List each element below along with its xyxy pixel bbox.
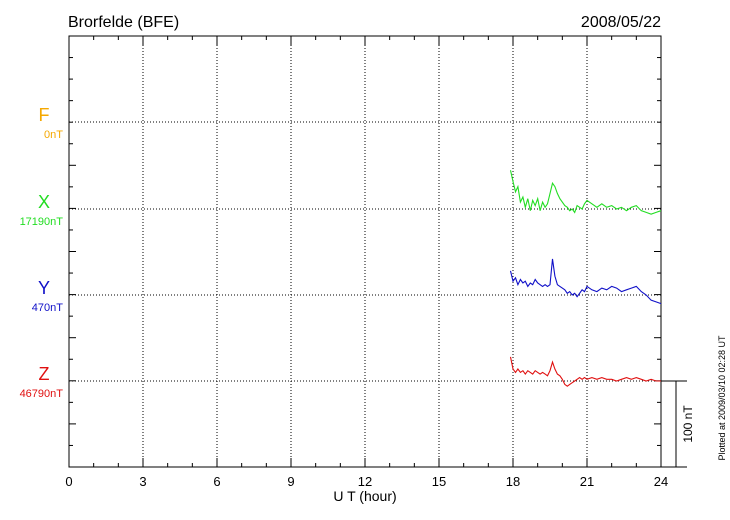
- x-tick-label: 3: [139, 474, 146, 489]
- trace-x: [509, 170, 662, 215]
- x-tick-label: 9: [287, 474, 294, 489]
- axis-ticks: [68, 36, 662, 467]
- x-tick-labels: 0 3 6 9 12 15 18 21 24: [65, 474, 668, 489]
- plotted-timestamp: Plotted at 2009/03/10 02:28 UT: [717, 335, 727, 461]
- series-name-z: Z: [39, 364, 50, 384]
- x-tick-label: 18: [506, 474, 520, 489]
- x-tick-label: 15: [432, 474, 446, 489]
- series-baseline-f: 0nT: [44, 129, 63, 141]
- grid-lines: [69, 36, 661, 467]
- series-baseline-z: 46790nT: [20, 388, 64, 400]
- trace-y: [509, 258, 662, 305]
- date-label: 2008/05/22: [581, 14, 661, 31]
- series-name-y: Y: [38, 278, 50, 298]
- series-baseline-x: 17190nT: [20, 216, 64, 228]
- scale-bar: 100 nT: [661, 380, 695, 468]
- x-tick-label: 6: [213, 474, 220, 489]
- series-name-x: X: [38, 192, 50, 212]
- scale-bar-label: 100 nT: [681, 405, 695, 443]
- x-tick-label: 24: [654, 474, 668, 489]
- x-axis-title: U T (hour): [333, 488, 396, 504]
- station-title: Brorfelde (BFE): [68, 14, 179, 31]
- series-traces: [509, 170, 662, 387]
- series-baseline-y: 470nT: [32, 302, 63, 314]
- trace-z: [509, 356, 661, 387]
- x-tick-label: 21: [580, 474, 594, 489]
- x-tick-label: 12: [358, 474, 372, 489]
- x-tick-label: 0: [65, 474, 72, 489]
- series-name-f: F: [39, 105, 50, 125]
- series-labels: F 0nT X 17190nT Y 470nT Z 46790nT: [20, 105, 64, 400]
